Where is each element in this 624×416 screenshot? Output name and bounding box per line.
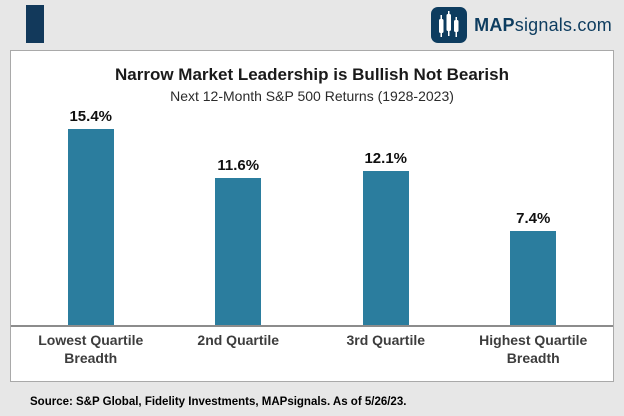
x-axis-label-line: Breadth (64, 349, 118, 366)
x-axis-label: Highest Quartile Breadth (460, 332, 608, 381)
x-axis-label-line: Lowest Quartile (38, 332, 144, 348)
mapsignals-logo: MAPsignals.com (431, 7, 612, 43)
x-axis-label: 3rd Quartile (312, 332, 460, 381)
bar-value-label: 12.1% (364, 150, 408, 167)
chart-subtitle: Next 12-Month S&P 500 Returns (1928-2023… (170, 88, 454, 104)
x-axis-label: Lowest Quartile Breadth (17, 332, 165, 381)
logo-text-signals: signals.com (514, 14, 612, 35)
bar-value-label: 7.4% (516, 210, 551, 227)
bar-group: 12.1% (312, 150, 460, 325)
bar-plot: 15.4% 11.6% 12.1% 7.4% (11, 104, 613, 325)
x-axis-label-line: 3rd Quartile (346, 332, 426, 348)
bar (510, 231, 557, 325)
bar-group: 15.4% (17, 108, 165, 325)
x-axis-label-line: 2nd Quartile (197, 332, 280, 348)
bar-value-label: 11.6% (217, 157, 260, 174)
x-axis-label: 2nd Quartile (165, 332, 313, 381)
header-accent-bar (26, 5, 44, 43)
chart-title: Narrow Market Leadership is Bullish Not … (115, 65, 509, 84)
source-note: Source: S&P Global, Fidelity Investments… (30, 396, 407, 408)
bar-group: 11.6% (165, 157, 313, 325)
bar (67, 129, 114, 325)
bar-group: 7.4% (460, 210, 608, 325)
chart-card: Narrow Market Leadership is Bullish Not … (10, 50, 614, 382)
mapsignals-logo-icon (431, 7, 468, 43)
x-axis-label-line: Highest Quartile (479, 332, 588, 348)
x-axis: Lowest Quartile Breadth 2nd Quartile 3rd… (11, 325, 613, 381)
mapsignals-logo-text: MAPsignals.com (474, 15, 612, 36)
logo-text-map: MAP (474, 14, 515, 35)
x-axis-label-line: Breadth (506, 349, 560, 366)
bar (362, 171, 409, 325)
bar (215, 178, 262, 325)
bar-value-label: 15.4% (69, 108, 113, 125)
